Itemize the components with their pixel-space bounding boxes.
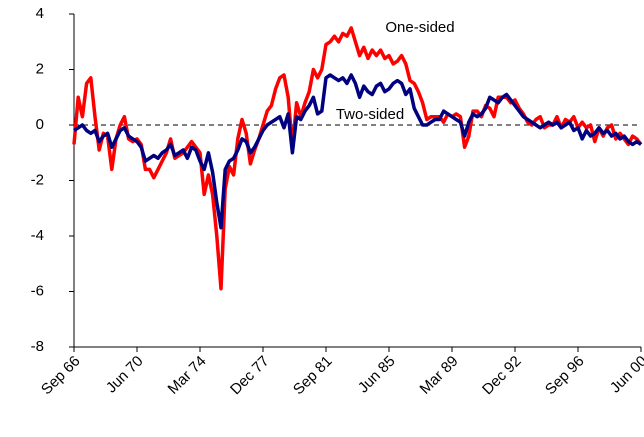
x-tick-label: Mar 89	[417, 353, 462, 398]
series-label: Two-sided	[336, 106, 404, 123]
series-label: One-sided	[385, 19, 454, 36]
y-tick-label: -6	[31, 282, 44, 299]
y-tick-label: -4	[31, 227, 44, 244]
y-tick-label: 0	[36, 116, 44, 133]
series-line	[73, 73, 642, 230]
y-tick-label: -2	[31, 171, 44, 188]
x-tick-label: Jun 70	[103, 353, 147, 397]
x-tick-label: Jun 85	[355, 353, 399, 397]
y-tick-label: 2	[36, 60, 44, 77]
y-tick-label: 4	[36, 5, 44, 22]
x-tick-label: Jun 00	[607, 353, 644, 397]
y-tick-label: -8	[31, 338, 44, 355]
x-tick-label: Sep 96	[542, 353, 588, 399]
x-tick-label: Dec 77	[227, 353, 273, 399]
x-tick-label: Sep 66	[38, 353, 84, 399]
x-tick-label: Sep 81	[290, 353, 336, 399]
x-tick-label: Dec 92	[479, 353, 525, 399]
x-tick-label: Mar 74	[165, 353, 210, 398]
